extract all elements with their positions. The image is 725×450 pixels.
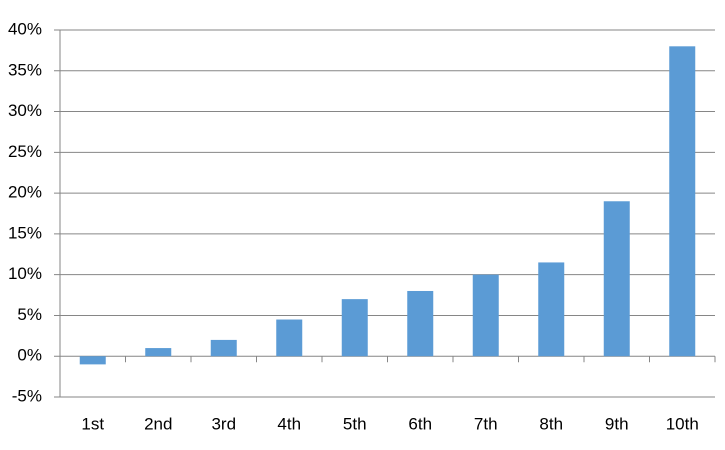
y-tick-label: 40% (8, 19, 42, 38)
x-tick-label: 1st (81, 414, 104, 433)
y-tick-label: 0% (17, 346, 42, 365)
x-tick-label: 3rd (211, 414, 236, 433)
y-tick-label: 10% (8, 264, 42, 283)
bar (538, 262, 565, 357)
bar (341, 299, 368, 357)
bar (79, 356, 106, 365)
x-tick-label: 10th (666, 414, 699, 433)
y-tick-label: 5% (17, 305, 42, 324)
bar (145, 348, 172, 357)
y-tick-label: -5% (12, 386, 42, 405)
y-tick-label: 35% (8, 60, 42, 79)
y-tick-label: 30% (8, 101, 42, 120)
bar (276, 319, 303, 357)
x-tick-label: 7th (474, 414, 498, 433)
y-tick-label: 20% (8, 183, 42, 202)
y-tick-label: 25% (8, 142, 42, 161)
bar (472, 274, 499, 357)
x-tick-label: 6th (408, 414, 432, 433)
bar (210, 339, 237, 357)
x-tick-label: 2nd (144, 414, 172, 433)
bar (407, 290, 434, 357)
x-tick-label: 9th (605, 414, 629, 433)
x-tick-label: 4th (277, 414, 301, 433)
bar (603, 201, 630, 357)
bar (669, 46, 696, 357)
x-tick-label: 8th (539, 414, 563, 433)
x-tick-label: 5th (343, 414, 367, 433)
y-tick-label: 15% (8, 223, 42, 242)
